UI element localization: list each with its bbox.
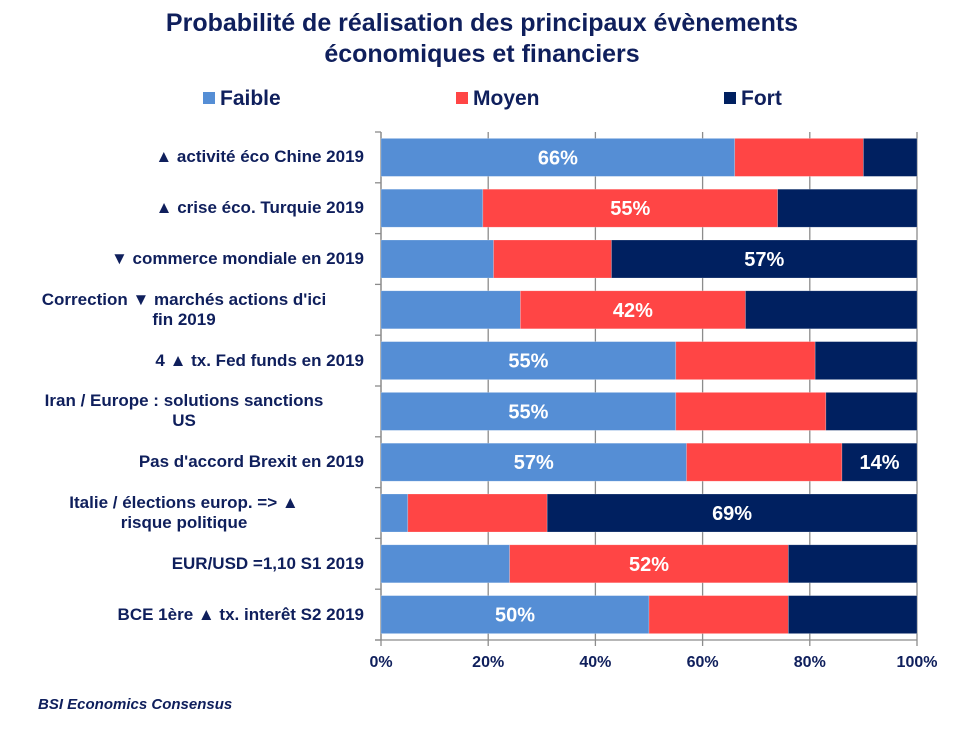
data-label: 55% [610,198,650,220]
bar-segment-fort [788,544,918,584]
category-label-line: fin 2019 [152,309,216,329]
bar-segment-faible [380,239,494,279]
bar-segment-faible [380,138,736,177]
bar-segment-moyen [493,239,612,279]
bar-segment-fort [825,392,918,431]
x-tick-label: 60% [686,654,719,671]
legend-item-fort: Fort [724,87,782,111]
bar-segment-fort [546,493,918,533]
bar-segment-fort [814,341,918,380]
bar-segment-moyen [734,138,864,177]
bar-segment-faible [380,544,510,584]
x-tick-label: 20% [472,654,505,671]
category-label-line: EUR/USD =1,10 S1 2019 [171,553,364,573]
legend-label-fort: Fort [741,87,782,110]
category-label: ▲ crise éco. Turquie 2019 [4,198,364,218]
legend-swatch-fort [724,92,736,104]
bar-segment-moyen [482,188,778,228]
data-label: 14% [859,452,899,474]
bar-segment-faible [380,493,409,533]
x-tick-label: 0% [369,654,393,671]
category-label-line: risque politique [120,513,248,532]
category-label-line: 4 ▲ tx. Fed funds en 2019 [155,350,364,370]
category-label-line: Pas d'accord Brexit en 2019 [138,452,364,472]
source-note: BSI Economics Consensus [38,696,233,713]
category-label: Correction ▼ marchés actions d'ici fin 20… [4,290,364,330]
legend-item-moyen: Moyen [456,87,540,111]
legend: Faible Moyen Fort [0,87,964,111]
category-label-line: US [172,411,196,431]
category-label: Pas d'accord Brexit en 2019 [4,452,364,472]
data-label: 55% [508,351,548,373]
data-label: 42% [613,300,653,322]
data-label: 66% [538,147,578,169]
category-label-line: ▲ crise éco. Turquie 2019 [155,198,364,218]
bar-segment-faible [380,595,650,634]
bar-segment-faible [380,188,484,228]
x-tick-label: 40% [579,654,612,671]
chart-title: Probabilité de réalisation des principau… [0,8,964,70]
legend-label-moyen: Moyen [473,87,540,110]
data-label: 50% [495,605,535,627]
category-label: ▼ commerce mondiale en 2019 [4,249,364,269]
bar-segment-moyen [675,341,816,380]
legend-swatch-faible [203,92,215,104]
category-label-line: ▼ commerce mondiale en 2019 [110,249,364,268]
bar-segment-fort [841,442,918,482]
data-label: 57% [744,249,784,271]
category-label-line: BCE 1ère ▲ tx. interêt S2 2019 [117,604,364,624]
x-tick-label: 80% [793,654,826,671]
category-label-line: Iran / Europe : solutions sanctions [44,391,324,411]
legend-label-faible: Faible [220,87,281,110]
chart-title-line-2: économiques et financiers [324,40,640,68]
bar-segment-moyen [675,392,827,431]
category-label-line: Correction ▼ marchés actions d'ici [41,289,327,309]
category-label-line: ▲ activité éco Chine 2019 [155,147,364,167]
bar-segment-moyen [509,544,789,584]
bar-segment-fort [863,138,918,177]
category-label: BCE 1ère ▲ tx. interêt S2 2019 [4,605,364,625]
bar-segment-fort [788,595,918,634]
bar-segment-fort [745,290,918,330]
bar-segment-moyen [648,595,789,634]
x-tick-label: 100% [896,654,938,671]
bar-segment-moyen [686,442,843,482]
bar-segment-faible [380,290,521,330]
data-label: 52% [629,554,669,576]
bar-segment-fort [777,188,918,228]
bar-segment-moyen [520,290,746,330]
data-label: 55% [508,401,548,423]
category-label: 4 ▲ tx. Fed funds en 2019 [4,351,364,371]
legend-swatch-moyen [456,92,468,104]
category-label: Italie / élections europ. => ▲ risque pol… [4,493,364,533]
bar-segment-faible [380,341,677,380]
category-label: Iran / Europe : solutions sanctions US [4,391,364,431]
bar-segment-faible [380,442,687,482]
legend-item-faible: Faible [203,87,281,111]
category-label: EUR/USD =1,10 S1 2019 [4,554,364,574]
category-label: ▲ activité éco Chine 2019 [4,147,364,167]
data-label: 69% [712,503,752,525]
bar-segment-moyen [407,493,548,533]
bar-segment-fort [611,239,918,279]
category-label-line: Italie / élections europ. => ▲ [69,493,299,512]
chart-title-line-1: Probabilité de réalisation des principau… [165,9,799,37]
data-label: 57% [514,452,554,474]
